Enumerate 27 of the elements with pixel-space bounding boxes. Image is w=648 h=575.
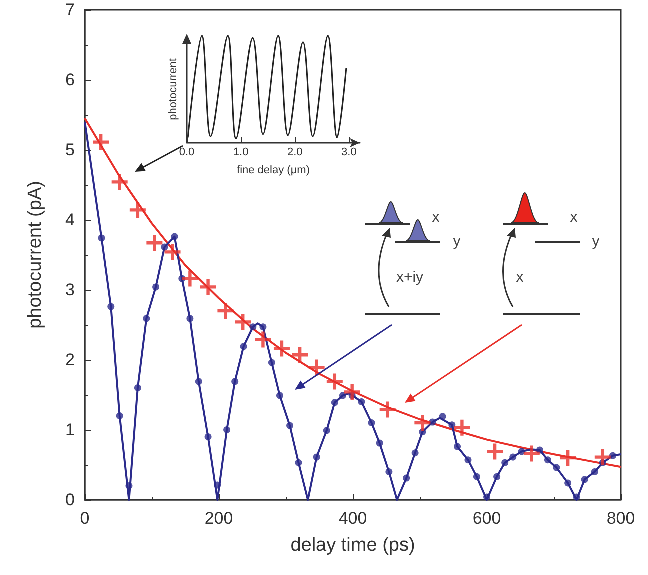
- x-tick-label: 2.0: [287, 146, 303, 158]
- x-axis-title: delay time (ps): [290, 535, 416, 556]
- y-tick-label: 4: [66, 210, 75, 230]
- y-tick-label: 2: [66, 350, 75, 370]
- y-tick-label: 3: [66, 280, 75, 300]
- y-tick-label: 5: [66, 140, 75, 160]
- x-tick-label: 3.0: [342, 146, 357, 158]
- y-tick-label: 1: [66, 420, 75, 440]
- x-tick-label: 1.0: [233, 146, 249, 158]
- x-tick-label: 600: [472, 509, 502, 528]
- x-tick-label: 800: [606, 509, 636, 528]
- annotation: y: [592, 233, 600, 250]
- annotation: y: [453, 233, 462, 250]
- y-tick-label: 0: [66, 490, 75, 510]
- annotation: x+iy: [396, 269, 424, 286]
- x-tick-label: 200: [204, 509, 234, 528]
- y-tick-label: 6: [66, 70, 75, 90]
- x-tick-label: 400: [338, 509, 368, 528]
- y-axis-title: photocurrent (pA): [25, 181, 46, 329]
- annotation: x: [570, 209, 578, 226]
- x-axis-title: fine delay (μm): [237, 164, 310, 176]
- annotation: x: [516, 269, 524, 286]
- x-tick-label: 0: [80, 509, 90, 528]
- y-tick-label: 7: [66, 0, 75, 20]
- y-axis-title: photocurrent: [168, 58, 180, 120]
- x-tick-label: 0.0: [179, 146, 195, 158]
- annotation: x: [432, 209, 440, 226]
